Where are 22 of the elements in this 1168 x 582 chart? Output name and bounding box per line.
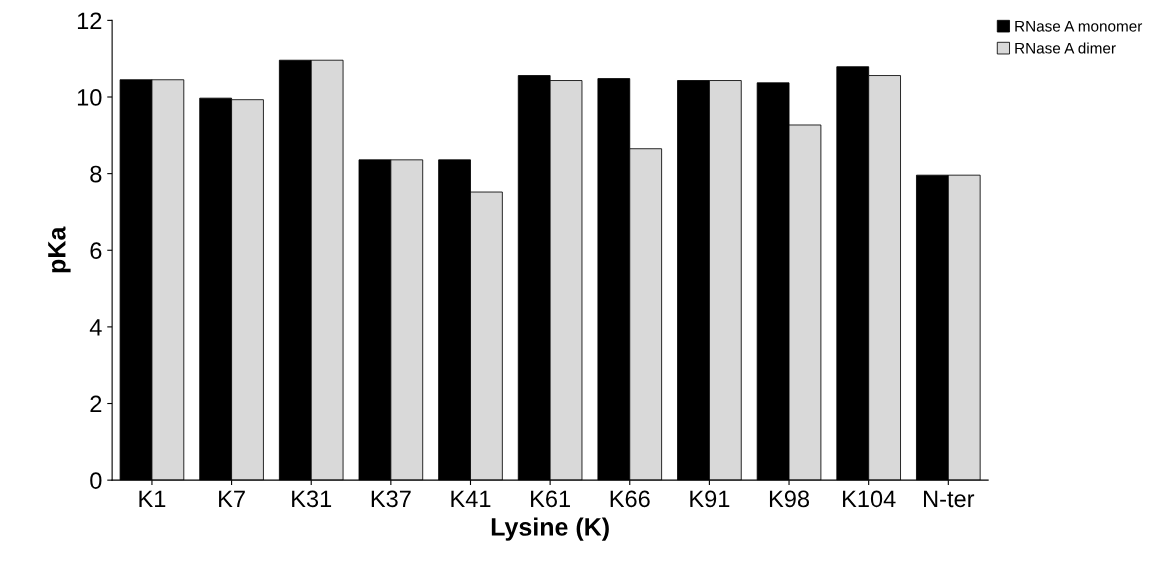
x-tick-label: K104: [843, 490, 896, 508]
x-tick-label: K98: [769, 490, 810, 508]
x-tick-label: K37: [371, 490, 411, 508]
y-tick-label: 12: [77, 12, 102, 29]
legend-label: RNase A monomer: [1015, 20, 1143, 32]
x-tick-label: K61: [531, 490, 570, 508]
x-tick-label: K1: [139, 490, 166, 507]
y-tick-label: 4: [89, 319, 102, 336]
y-tick-label: 2: [90, 395, 102, 413]
x-tick-label: K41: [451, 490, 491, 507]
x-tick-label: K7: [219, 490, 245, 507]
y-tick-label: 6: [90, 242, 102, 260]
y-axis-title: pKa: [48, 226, 71, 273]
x-tick-label: K66: [610, 490, 650, 508]
x-tick-label: K91: [690, 490, 730, 508]
y-tick-label: 8: [90, 165, 102, 183]
y-tick-label: 10: [77, 89, 102, 106]
x-tick-label: N-ter: [924, 490, 975, 508]
x-axis-title: Lysine (K): [491, 517, 609, 541]
x-tick-label: K31: [292, 490, 332, 508]
y-tick-label: 0: [90, 472, 102, 489]
legend-label: RNase A dimer: [1015, 42, 1116, 54]
